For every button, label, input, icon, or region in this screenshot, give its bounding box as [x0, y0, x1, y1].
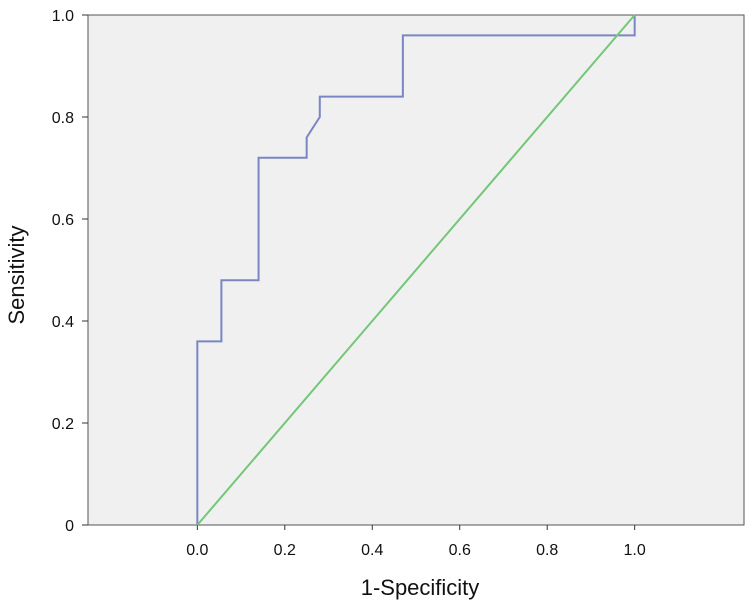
x-tick-label: 0.6 — [449, 542, 471, 559]
x-axis: 0.0 0.2 0.4 0.6 0.8 1.0 — [186, 525, 646, 559]
reference-diagonal-line — [196, 14, 636, 526]
y-axis: 0 0.2 0.4 0.6 0.8 1.0 — [52, 8, 88, 535]
y-tick-label: 0.6 — [52, 212, 74, 229]
x-tick-label: 0.4 — [361, 542, 383, 559]
y-tick-label: 0 — [65, 518, 74, 535]
roc-curve-line — [196, 15, 636, 525]
series-layer — [196, 14, 636, 526]
x-axis-title: 1-Specificity — [361, 575, 480, 600]
y-tick-label: 0.2 — [52, 416, 74, 433]
y-tick-label: 0.8 — [52, 110, 74, 127]
x-tick-label: 0.8 — [536, 542, 558, 559]
x-tick-label: 0.2 — [274, 542, 296, 559]
x-tick-label: 0.0 — [186, 542, 208, 559]
x-tick-label: 1.0 — [624, 542, 646, 559]
y-axis-title: Sensitivity — [4, 225, 29, 324]
y-tick-label: 0.4 — [52, 314, 74, 331]
y-tick-label: 1.0 — [52, 8, 74, 25]
